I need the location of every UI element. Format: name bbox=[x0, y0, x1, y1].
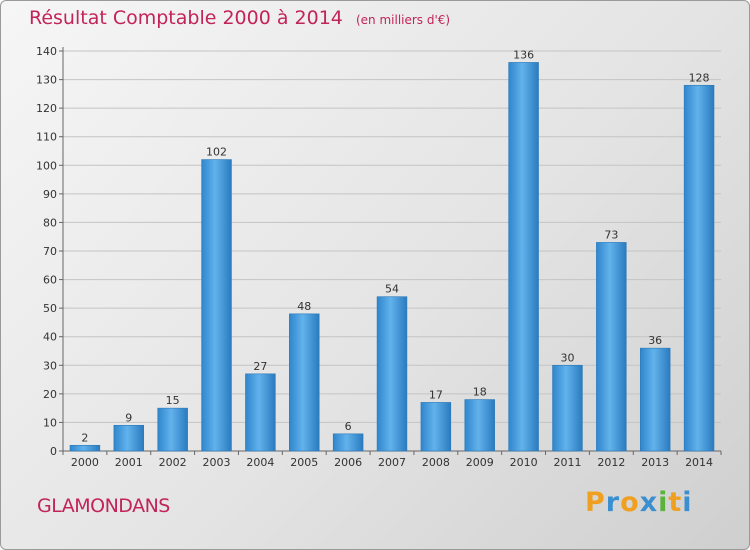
y-tick-label: 120 bbox=[36, 102, 57, 115]
bar-2002 bbox=[157, 407, 188, 452]
y-tick-label: 0 bbox=[50, 445, 57, 458]
y-tick-labels: 0 10 20 30 40 50 60 70 80 90 100 110 120 130 140 bbox=[36, 45, 57, 458]
value-label-2005: 48 bbox=[297, 300, 311, 313]
logo-letter: i bbox=[658, 487, 669, 518]
x-tick-label-2013: 2013 bbox=[641, 456, 669, 469]
bar-2001 bbox=[113, 424, 145, 452]
value-label-2000: 2 bbox=[81, 431, 88, 444]
value-label-2002: 15 bbox=[166, 394, 180, 407]
x-tick-label-2009: 2009 bbox=[466, 456, 494, 469]
bar-2004 bbox=[245, 373, 276, 452]
y-tick-label: 100 bbox=[36, 159, 57, 172]
x-tick-labels: 2000 2001 2002 2003 2004 2005 2006 2007 2008 2009… bbox=[71, 456, 713, 469]
x-tick-label-2014: 2014 bbox=[685, 456, 713, 469]
x-tick-label-2011: 2011 bbox=[553, 456, 581, 469]
x-tick-label-2003: 2003 bbox=[203, 456, 231, 469]
y-tick-label: 130 bbox=[36, 74, 57, 87]
bars bbox=[69, 62, 715, 452]
x-tick-label-2005: 2005 bbox=[290, 456, 318, 469]
y-tick-label: 20 bbox=[43, 388, 57, 401]
bar-2005 bbox=[289, 313, 320, 452]
x-tick-label-2002: 2002 bbox=[159, 456, 187, 469]
x-tick-label-2007: 2007 bbox=[378, 456, 406, 469]
bar-2003 bbox=[201, 159, 232, 452]
chart-subtitle: (en milliers d'€) bbox=[355, 13, 451, 27]
bar-2009 bbox=[464, 399, 495, 452]
bar-2012 bbox=[596, 242, 627, 452]
value-label-2014: 128 bbox=[689, 71, 710, 84]
value-label-2003: 102 bbox=[206, 146, 227, 159]
value-label-2013: 36 bbox=[648, 334, 662, 347]
logo-letter: P bbox=[585, 487, 606, 518]
logo-letter: i bbox=[682, 487, 693, 518]
logo-letter: o bbox=[620, 487, 640, 518]
bar-2014 bbox=[683, 84, 715, 452]
value-label-2012: 73 bbox=[604, 228, 618, 241]
value-label-2004: 27 bbox=[253, 360, 267, 373]
x-tick-label-2008: 2008 bbox=[422, 456, 450, 469]
bar-2010 bbox=[508, 62, 539, 452]
x-tick-label-2004: 2004 bbox=[246, 456, 274, 469]
commune-name: GLAMONDANS bbox=[37, 495, 170, 517]
value-label-2010: 136 bbox=[513, 48, 534, 61]
y-tick-label: 30 bbox=[43, 359, 57, 372]
y-tick-label: 70 bbox=[43, 245, 57, 258]
logo-letter: t bbox=[668, 487, 683, 518]
x-tick-label-2001: 2001 bbox=[115, 456, 143, 469]
y-tick-label: 10 bbox=[43, 416, 57, 429]
value-label-2009: 18 bbox=[473, 386, 487, 399]
chart-title: Résultat Comptable 2000 à 2014 bbox=[29, 7, 343, 29]
bar-2007 bbox=[376, 296, 408, 452]
y-tick-label: 40 bbox=[43, 331, 57, 344]
y-tick-label: 90 bbox=[43, 188, 57, 201]
bar-2000 bbox=[69, 444, 101, 452]
value-label-2001: 9 bbox=[125, 411, 132, 424]
y-tick-label: 110 bbox=[36, 131, 57, 144]
value-label-2011: 30 bbox=[560, 351, 574, 364]
y-tick-label: 140 bbox=[36, 45, 57, 58]
value-labels: 2 9 15 102 27 48 6 54 17 18 136 30 73 36 128 bbox=[81, 48, 709, 444]
logo-letter: r bbox=[605, 487, 621, 518]
bar-2013 bbox=[639, 347, 671, 452]
bar-2006 bbox=[332, 433, 364, 452]
x-tick-label-2012: 2012 bbox=[597, 456, 625, 469]
y-tick-label: 50 bbox=[43, 302, 57, 315]
x-tick-label-2000: 2000 bbox=[71, 456, 99, 469]
value-label-2008: 17 bbox=[429, 388, 443, 401]
x-tick-label-2010: 2010 bbox=[510, 456, 538, 469]
value-label-2007: 54 bbox=[385, 283, 399, 296]
proxiti-logo: Proxiti bbox=[585, 487, 693, 518]
y-tick-label: 80 bbox=[43, 216, 57, 229]
bar-2008 bbox=[420, 402, 452, 452]
bar-2011 bbox=[552, 364, 583, 452]
value-label-2006: 6 bbox=[345, 420, 352, 433]
x-tick-label-2006: 2006 bbox=[334, 456, 362, 469]
logo-letter: x bbox=[639, 487, 659, 518]
y-tick-label: 60 bbox=[43, 274, 57, 287]
chart-title-block: Résultat Comptable 2000 à 2014 (en milli… bbox=[29, 7, 450, 29]
